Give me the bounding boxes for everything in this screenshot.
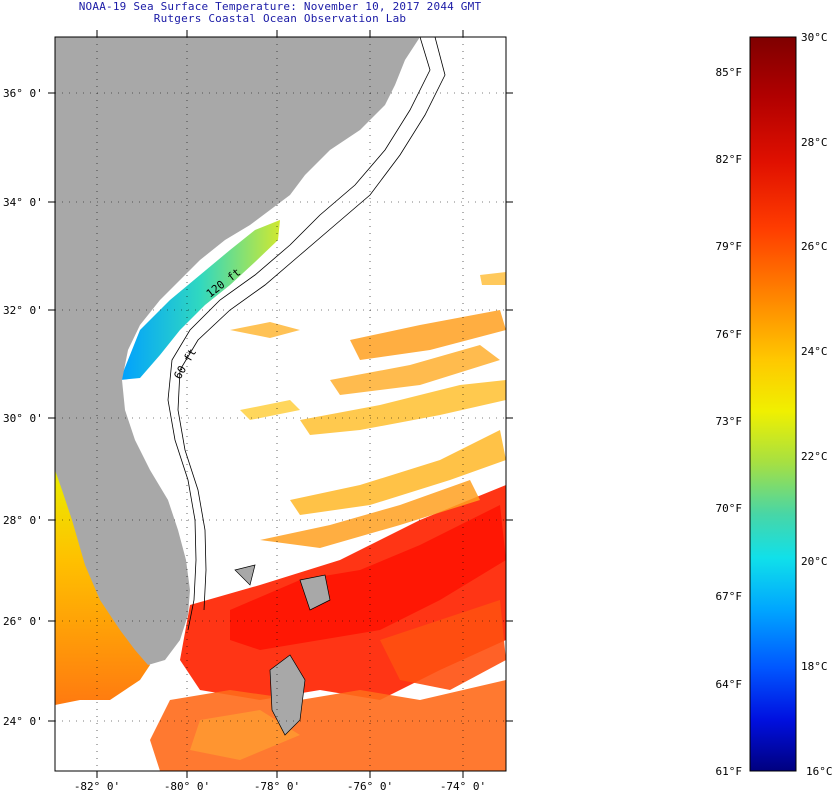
celsius-label: 18°C bbox=[801, 660, 828, 673]
lon-label: -82° 0' bbox=[74, 780, 120, 793]
lat-label: 30° 0' bbox=[3, 412, 43, 425]
lat-label: 34° 0' bbox=[3, 196, 43, 209]
fahrenheit-label: 79°F bbox=[716, 240, 743, 253]
colorbar-celsius-labels: 30°C 28°C 26°C 24°C 22°C 20°C 18°C 16°C bbox=[801, 31, 832, 778]
celsius-label: 28°C bbox=[801, 136, 828, 149]
celsius-label: 22°C bbox=[801, 450, 828, 463]
map-title: NOAA-19 Sea Surface Temperature: Novembe… bbox=[78, 0, 482, 13]
map-subtitle: Rutgers Coastal Ocean Observation Lab bbox=[153, 12, 407, 25]
fahrenheit-label: 70°F bbox=[716, 502, 743, 515]
cool-coastal-water bbox=[120, 220, 280, 380]
fahrenheit-label: 64°F bbox=[716, 678, 743, 691]
celsius-label: 30°C bbox=[801, 31, 828, 44]
colorbar bbox=[749, 36, 797, 772]
bahamas-islands bbox=[234, 564, 331, 736]
fahrenheit-label: 73°F bbox=[716, 415, 743, 428]
longitude-labels: -82° 0' -80° 0' -78° 0' -76° 0' -74° 0' bbox=[74, 780, 486, 793]
map-frame bbox=[54, 36, 507, 772]
fahrenheit-label: 82°F bbox=[716, 153, 743, 166]
lat-label: 28° 0' bbox=[3, 514, 43, 527]
land-mainland bbox=[55, 37, 420, 665]
fahrenheit-label: 76°F bbox=[716, 328, 743, 341]
celsius-label: 26°C bbox=[801, 240, 828, 253]
warm-water-band bbox=[150, 485, 506, 771]
colorbar-fahrenheit-labels: 85°F 82°F 79°F 76°F 73°F 70°F 67°F 64°F … bbox=[716, 66, 743, 778]
map-area: 120 ft 60 ft bbox=[55, 37, 506, 771]
lon-label: -78° 0' bbox=[254, 780, 300, 793]
lat-label: 24° 0' bbox=[3, 715, 43, 728]
fahrenheit-label: 85°F bbox=[716, 66, 743, 79]
fahrenheit-label: 67°F bbox=[716, 590, 743, 603]
lon-label: -80° 0' bbox=[164, 780, 210, 793]
celsius-label: 24°C bbox=[801, 345, 828, 358]
lat-label: 32° 0' bbox=[3, 304, 43, 317]
tick-marks bbox=[48, 30, 513, 778]
celsius-label: 16°C bbox=[806, 765, 832, 778]
lon-label: -74° 0' bbox=[440, 780, 486, 793]
fahrenheit-label: 61°F bbox=[716, 765, 743, 778]
lat-label: 26° 0' bbox=[3, 615, 43, 628]
latitude-labels: 36° 0' 34° 0' 32° 0' 30° 0' 28° 0' 26° 0… bbox=[3, 87, 43, 728]
lon-label: -76° 0' bbox=[347, 780, 393, 793]
celsius-label: 20°C bbox=[801, 555, 828, 568]
lat-label: 36° 0' bbox=[3, 87, 43, 100]
